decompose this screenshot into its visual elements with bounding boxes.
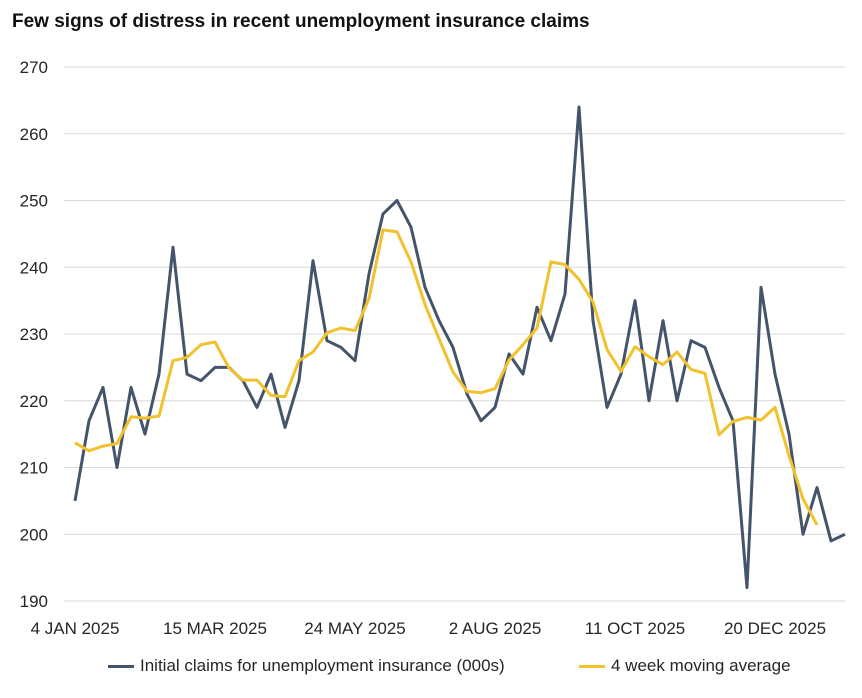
x-tick-label: 24 MAY 2025 [304, 619, 405, 638]
legend: Initial claims for unemployment insuranc… [0, 652, 862, 680]
legend-label-moving-average: 4 week moving average [611, 656, 791, 675]
y-tick-label: 250 [20, 192, 48, 211]
x-tick-label: 2 AUG 2025 [449, 619, 542, 638]
y-axis-ticks: 190 200 210 220 230 240 250 260 270 [20, 58, 48, 611]
x-axis-ticks: 4 JAN 2025 15 MAR 2025 24 MAY 2025 2 AUG 20… [31, 619, 826, 638]
y-tick-label: 200 [20, 525, 48, 544]
gridlines [64, 66, 845, 602]
x-tick-label: 4 JAN 2025 [31, 619, 120, 638]
x-tick-label: 20 DEC 2025 [724, 619, 826, 638]
legend-item-initial-claims: Initial claims for unemployment insuranc… [108, 652, 505, 680]
y-tick-label: 220 [20, 392, 48, 411]
y-tick-label: 230 [20, 325, 48, 344]
y-tick-label: 260 [20, 125, 48, 144]
legend-item-moving-average: 4 week moving average [579, 652, 791, 680]
series-lines [73, 105, 846, 590]
legend-swatch-initial-claims [108, 664, 134, 668]
y-tick-label: 190 [20, 592, 48, 611]
line-chart: 190 200 210 220 230 240 250 260 270 4 JAN 2025 15… [20, 58, 846, 638]
y-tick-label: 240 [20, 258, 48, 277]
x-tick-label: 15 MAR 2025 [163, 619, 267, 638]
line-4-week-moving-average [74, 228, 819, 526]
chart-title: Few signs of distress in recent unemploy… [12, 11, 590, 32]
line-initial-claims [73, 105, 846, 590]
y-tick-label: 210 [20, 459, 48, 478]
x-tick-label: 11 OCT 2025 [585, 619, 686, 638]
legend-label-initial-claims: Initial claims for unemployment insuranc… [140, 656, 505, 675]
legend-swatch-moving-average [579, 664, 605, 668]
y-tick-label: 270 [20, 58, 48, 77]
